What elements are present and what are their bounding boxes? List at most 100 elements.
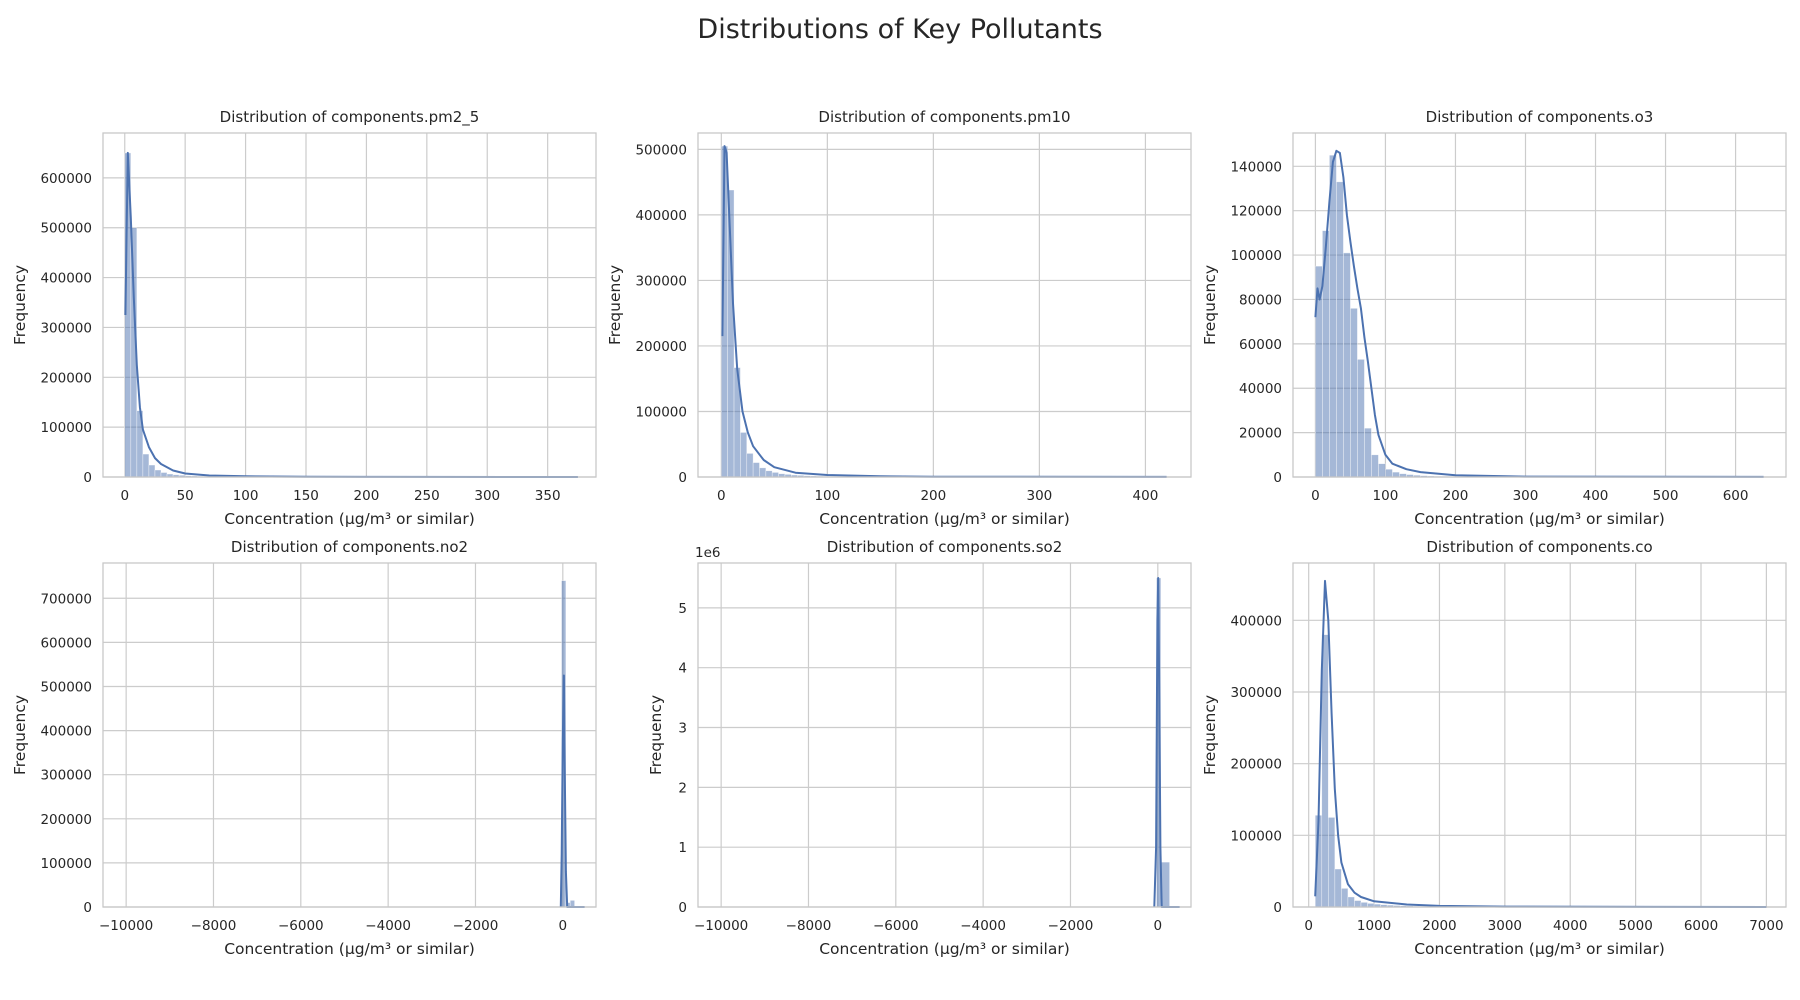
chart-panel: 0 100 200 300 400 500 600 0 20000 40000 60000 80000…: [1201, 108, 1787, 528]
y-tick-label: 200000: [1230, 757, 1282, 773]
y-tick-label: 200000: [635, 339, 687, 355]
x-tick-label: 300: [1026, 488, 1052, 504]
x-tick-label: −6000: [278, 918, 324, 934]
y-axis-label: Frequency: [606, 265, 624, 345]
y-tick-label: 3: [678, 721, 687, 737]
histogram-bar: [1341, 888, 1349, 908]
y-axis-label: Frequency: [647, 695, 665, 775]
histogram-bar: [1371, 454, 1379, 478]
histogram-bar: [1357, 359, 1365, 478]
x-tick-label: 0: [1311, 488, 1320, 504]
y-tick-label: 200000: [40, 812, 92, 828]
x-tick-label: 400: [1583, 488, 1609, 504]
y-tick-label: 0: [678, 470, 687, 486]
y-tick-label: 400000: [635, 208, 687, 224]
y-tick-label: 500000: [40, 221, 92, 237]
chart-panel: −10000 −8000 −6000 −4000 −2000 0 0 100000 200000…: [11, 538, 597, 958]
y-tick-label: 600000: [40, 635, 92, 651]
x-tick-label: −10000: [99, 918, 153, 934]
x-tick-label: 0: [717, 488, 726, 504]
y-tick-label: 400000: [1230, 613, 1282, 629]
x-tick-label: 600: [1723, 488, 1749, 504]
y-tick-label: 4: [678, 661, 687, 677]
chart-title: Distribution of components.pm2_5: [220, 108, 480, 127]
chart-title: Distribution of components.pm10: [818, 108, 1070, 126]
y-tick-label: 100000: [635, 404, 687, 420]
x-axis-label: Concentration (µg/m³ or similar): [224, 940, 475, 958]
histogram-bar: [1350, 308, 1358, 478]
x-tick-label: −6000: [873, 918, 919, 934]
histogram-bar: [1378, 463, 1386, 478]
histogram-bar: [765, 470, 773, 478]
x-axis-label: Concentration (µg/m³ or similar): [819, 940, 1070, 958]
x-axis-label: Concentration (µg/m³ or similar): [224, 510, 475, 528]
chart-panel: 0 1000 2000 3000 4000 5000 6000 7000 0 100000 2000…: [1201, 538, 1787, 958]
x-tick-label: −4000: [960, 918, 1006, 934]
histogram-bar: [1364, 427, 1372, 478]
plot-frame: [697, 562, 1192, 908]
histogram-bar: [1321, 634, 1329, 908]
y-tick-label: 700000: [40, 591, 92, 607]
x-tick-label: 7000: [1749, 918, 1783, 934]
y-tick-label: 20000: [1239, 426, 1282, 442]
x-tick-label: 5000: [1618, 918, 1652, 934]
histogram-bar: [746, 453, 754, 478]
chart-panel: 0 50 100 150 200 250 300 350 0 100000 200000 300000…: [11, 108, 597, 528]
y-tick-label: 100000: [40, 856, 92, 872]
y-tick-label: 0: [83, 470, 92, 486]
x-tick-label: 6000: [1684, 918, 1718, 934]
chart-title: Distribution of components.so2: [827, 538, 1062, 556]
y-tick-label: 400000: [40, 271, 92, 287]
y-axis-label: Frequency: [1201, 695, 1219, 775]
y-tick-label: 300000: [1230, 685, 1282, 701]
x-tick-label: 200: [354, 488, 380, 504]
x-axis-label: Concentration (µg/m³ or similar): [1414, 510, 1665, 528]
x-tick-label: 150: [293, 488, 319, 504]
y-tick-label: 300000: [40, 320, 92, 336]
histogram-bar: [1347, 896, 1355, 908]
histogram-bar: [1329, 154, 1337, 478]
y-tick-label: 0: [1273, 900, 1282, 916]
x-tick-label: 250: [414, 488, 440, 504]
x-tick-label: 0: [1304, 918, 1313, 934]
x-tick-label: 0: [559, 918, 568, 934]
histogram-bar: [752, 462, 760, 478]
plot-frame: [102, 132, 597, 478]
x-tick-label: 200: [1443, 488, 1469, 504]
y-tick-label: 500000: [40, 679, 92, 695]
x-tick-label: 200: [920, 488, 946, 504]
y-tick-label: 0: [83, 900, 92, 916]
x-tick-label: 3000: [1488, 918, 1522, 934]
x-tick-label: 100: [1373, 488, 1399, 504]
x-axis-label: Concentration (µg/m³ or similar): [819, 510, 1070, 528]
chart-panel: 0 100 200 300 400 0 100000 200000 300000 400000 50…: [606, 108, 1192, 528]
histogram-bar: [154, 469, 162, 478]
kde-curve: [559, 674, 585, 908]
histogram-bar: [1334, 868, 1342, 908]
x-tick-label: 50: [177, 488, 194, 504]
x-tick-label: 4000: [1553, 918, 1587, 934]
x-tick-label: −8000: [786, 918, 832, 934]
x-tick-label: 100: [233, 488, 259, 504]
y-tick-label: 100000: [1230, 828, 1282, 844]
x-tick-label: −10000: [694, 918, 748, 934]
y-tick-label: 1: [678, 840, 687, 856]
y-tick-label: 200000: [40, 370, 92, 386]
x-tick-label: 100: [814, 488, 840, 504]
y-axis-label: Frequency: [11, 265, 29, 345]
y-offset-label: 1e6: [695, 545, 720, 561]
x-tick-label: −2000: [1048, 918, 1094, 934]
kde-curve: [721, 145, 1167, 478]
y-tick-label: 140000: [1230, 159, 1282, 175]
kde-curve: [124, 151, 578, 478]
histogram-bar: [148, 464, 156, 478]
x-tick-label: 350: [535, 488, 561, 504]
plot-frame: [1292, 562, 1787, 908]
chart-title: Distribution of components.o3: [1426, 108, 1654, 126]
y-tick-label: 500000: [635, 142, 687, 158]
histogram-bar: [759, 467, 767, 478]
histogram-bar: [160, 472, 168, 478]
histogram-bar: [1343, 252, 1351, 478]
histogram-bar: [1360, 902, 1368, 908]
